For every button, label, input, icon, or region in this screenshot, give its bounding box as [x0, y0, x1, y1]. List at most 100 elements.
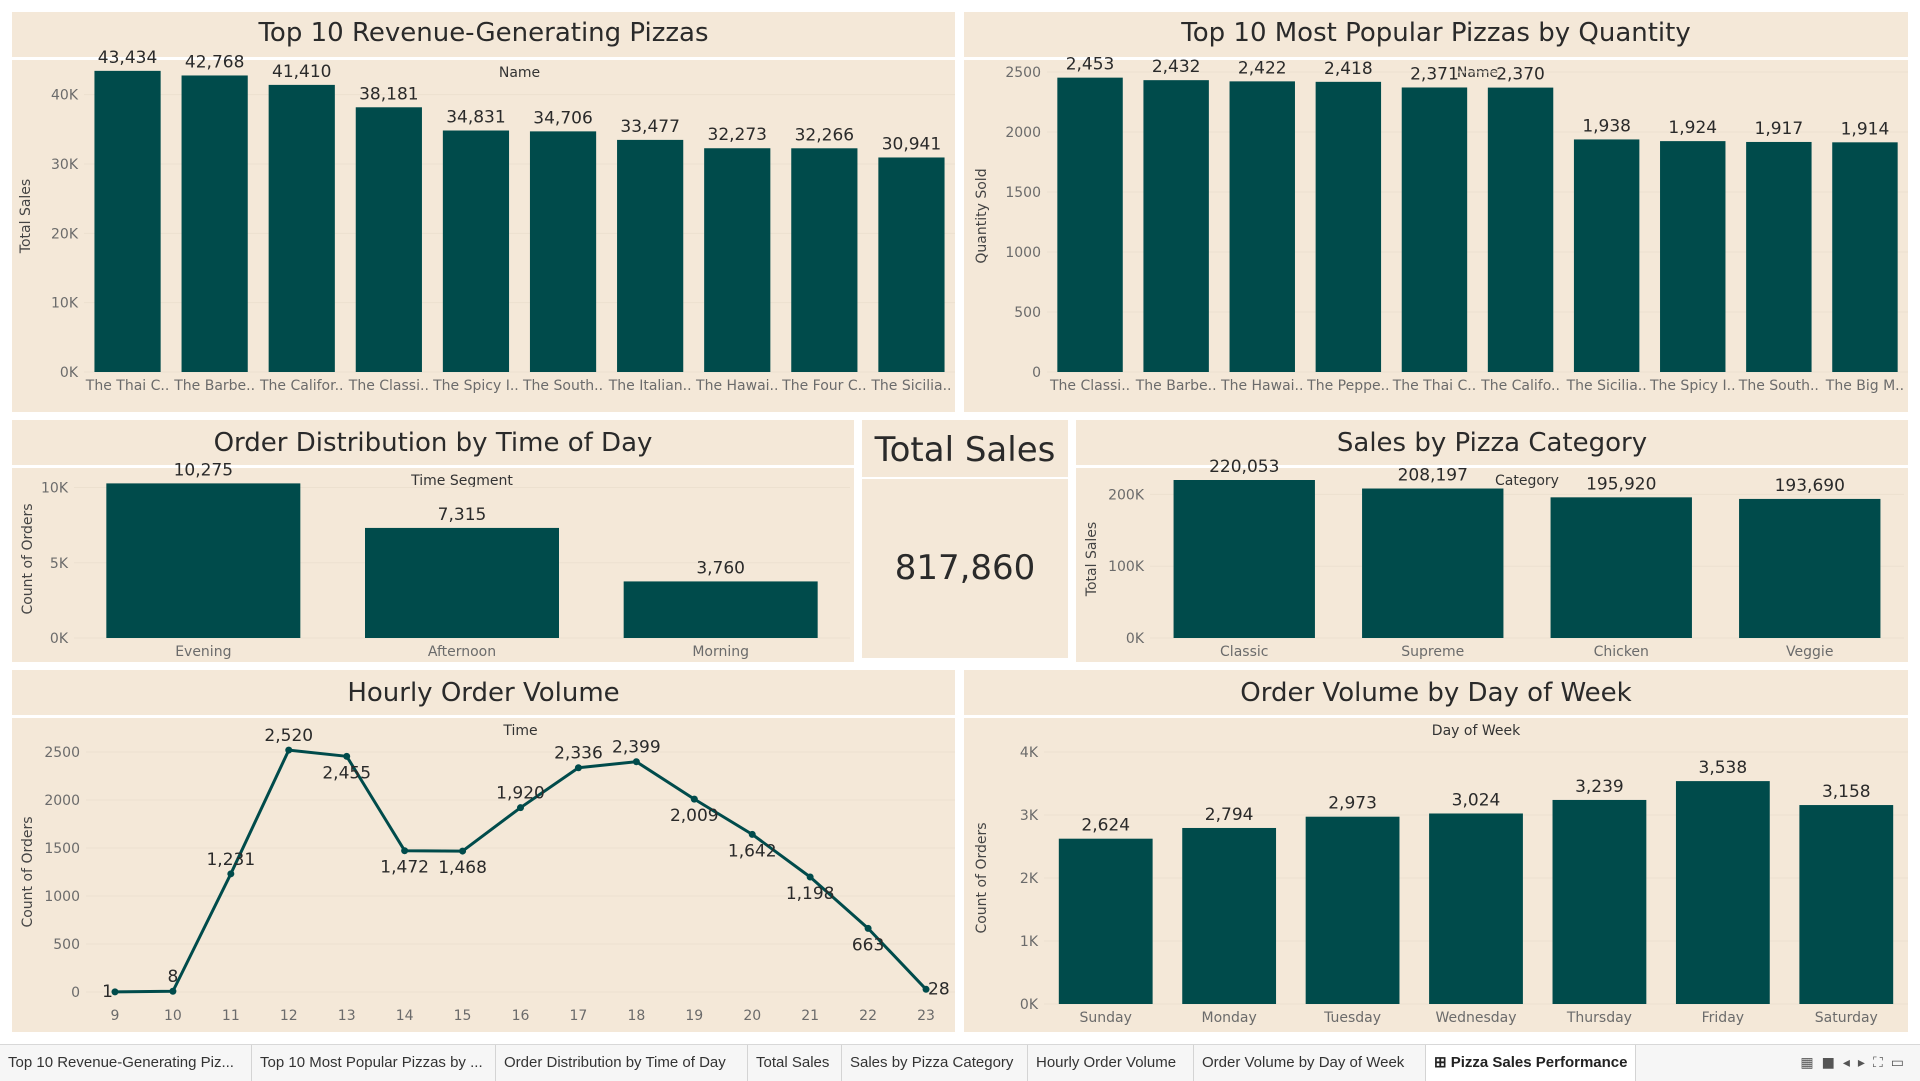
data-point [285, 746, 293, 754]
tab-quantity[interactable]: Top 10 Most Popular Pizzas by ... [252, 1045, 496, 1081]
x-tick-label: The Classi.. [348, 378, 429, 394]
x-tick-label: 19 [685, 1008, 703, 1024]
point-value-label: 1,231 [206, 850, 255, 870]
bar-value-label: 7,315 [438, 505, 487, 525]
data-point [169, 987, 177, 995]
header-label: Time Segment [410, 473, 513, 489]
bar-value-label: 34,831 [446, 108, 505, 128]
bar [1660, 141, 1726, 372]
bar [1799, 805, 1894, 1004]
y-tick-label: 20K [51, 226, 79, 242]
bar-value-label: 220,053 [1209, 457, 1279, 477]
x-tick-label: The Big M.. [1825, 378, 1904, 394]
hourly-title: Hourly Order Volume [347, 678, 620, 708]
bar [623, 581, 818, 638]
x-tick-label: Veggie [1786, 644, 1833, 660]
x-tick-label: The Spicy I.. [432, 378, 519, 394]
y-tick-label: 1K [1020, 934, 1039, 950]
data-point [343, 752, 351, 760]
sheet-nav-icons: ▦■◂▸⛶▭ [1800, 1045, 1912, 1081]
x-tick-label: Classic [1220, 644, 1268, 660]
bar [1832, 142, 1898, 372]
bar [1182, 827, 1277, 1004]
x-tick-label: 12 [280, 1008, 298, 1024]
x-tick-label: 23 [917, 1008, 935, 1024]
x-tick-label: The Sicilia.. [1566, 378, 1647, 394]
present-icon[interactable]: ▭ [1890, 1055, 1912, 1071]
prev-icon[interactable]: ◂ [1842, 1055, 1858, 1071]
x-tick-label: The South.. [1738, 378, 1819, 394]
x-tick-label: Saturday [1815, 1010, 1878, 1026]
tab-revenue[interactable]: Top 10 Revenue-Generating Piz... [0, 1045, 252, 1081]
y-tick-label: 4K [1020, 745, 1039, 761]
x-tick-label: 15 [454, 1008, 472, 1024]
y-tick-label: 2000 [44, 793, 80, 809]
filmstrip-icon[interactable]: ■ [1821, 1055, 1843, 1071]
x-tick-label: Wednesday [1435, 1010, 1516, 1026]
y-tick-label: 2000 [1005, 125, 1041, 141]
point-value-label: 1,920 [496, 784, 545, 804]
grid-view-icon[interactable]: ▦ [1800, 1055, 1822, 1071]
y-axis-label: Total Sales [18, 179, 34, 254]
next-icon[interactable]: ▸ [1857, 1055, 1873, 1071]
bar-value-label: 32,266 [795, 125, 854, 145]
bar [1173, 480, 1315, 638]
point-value-label: 8 [167, 967, 178, 987]
bar-value-label: 2,432 [1152, 57, 1201, 77]
bar [1550, 497, 1692, 638]
header-label: Category [1495, 473, 1559, 489]
bar [268, 84, 335, 373]
bar-value-label: 41,410 [272, 62, 331, 82]
fullscreen-icon[interactable]: ⛶ [1872, 1055, 1891, 1071]
bar-value-label: 32,273 [708, 125, 767, 145]
y-axis-label: Count of Orders [974, 822, 990, 933]
bar [1429, 813, 1523, 1004]
tab-timeofday[interactable]: Order Distribution by Time of Day [496, 1045, 748, 1081]
bar [1739, 498, 1881, 638]
bar-value-label: 30,941 [882, 134, 941, 154]
bar [1315, 81, 1382, 372]
data-point [632, 758, 640, 766]
x-tick-label: The Hawai.. [695, 378, 778, 394]
x-tick-label: The Barbe.. [173, 378, 255, 394]
y-tick-label: 1500 [44, 841, 80, 857]
point-value-label: 2,009 [670, 806, 719, 826]
data-point [459, 847, 467, 855]
tab-weekday[interactable]: Order Volume by Day of Week [1194, 1045, 1426, 1081]
y-axis-label: Count of Orders [20, 503, 36, 614]
y-tick-label: 5K [50, 556, 69, 572]
x-tick-label: Thursday [1566, 1010, 1632, 1026]
total-sales-value: 817,860 [894, 548, 1036, 588]
timeofday-title: Order Distribution by Time of Day [213, 428, 653, 458]
tab-hourly[interactable]: Hourly Order Volume [1028, 1045, 1194, 1081]
x-tick-label: The Califo.. [1480, 378, 1560, 394]
tab-category[interactable]: Sales by Pizza Category [842, 1045, 1028, 1081]
bar-value-label: 1,938 [1582, 116, 1631, 136]
bar [1487, 87, 1554, 372]
y-tick-label: 0K [1126, 631, 1145, 647]
data-point [517, 804, 524, 812]
bar [1229, 81, 1295, 373]
x-tick-label: Tuesday [1323, 1010, 1381, 1026]
weekday-title: Order Volume by Day of Week [1240, 678, 1632, 708]
x-tick-label: The Barbe.. [1135, 378, 1217, 394]
bar-value-label: 43,434 [98, 48, 157, 68]
y-tick-label: 1500 [1005, 185, 1041, 201]
bar-value-label: 2,794 [1205, 805, 1254, 825]
y-axis-label: Total Sales [1084, 522, 1100, 597]
bar [355, 107, 422, 373]
y-tick-label: 0K [50, 631, 69, 647]
bar-value-label: 2,453 [1066, 55, 1115, 75]
title-separator [12, 465, 854, 468]
point-value-label: 663 [852, 935, 884, 955]
x-tick-label: 16 [512, 1008, 530, 1024]
tab-total-sales[interactable]: Total Sales [748, 1045, 842, 1081]
y-tick-label: 10K [41, 481, 69, 497]
timeofday-chart: Time Segment 0K 5K 10K Count of Orders 10,275… [12, 460, 854, 660]
title-separator [1076, 465, 1908, 468]
x-tick-label: The Sicilia.. [870, 378, 951, 394]
x-tick-label: The Spicy I.. [1649, 378, 1736, 394]
x-tick-label: The Thai C.. [85, 378, 170, 394]
x-tick-label: The South.. [522, 378, 603, 394]
tab-dashboard[interactable]: ⊞ Pizza Sales Performance [1426, 1045, 1636, 1081]
